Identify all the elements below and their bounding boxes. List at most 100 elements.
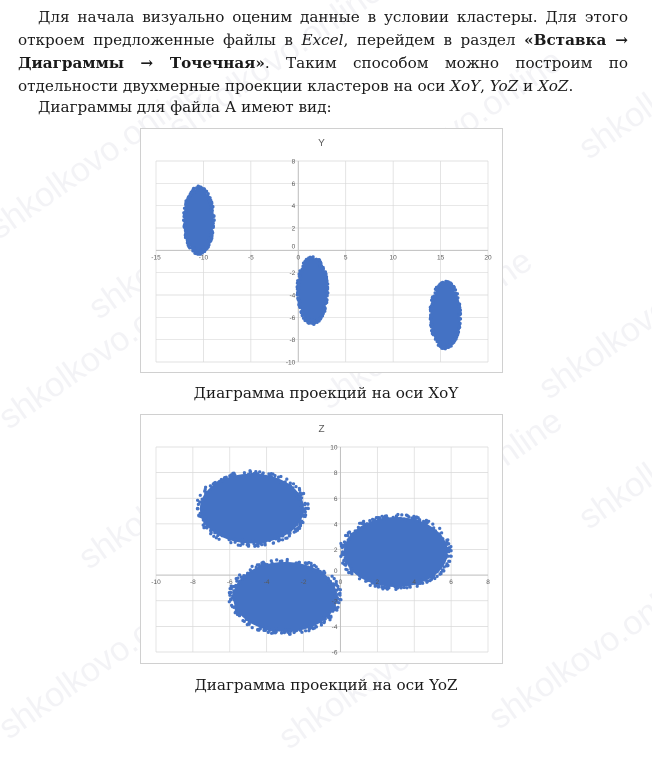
data-point	[447, 343, 451, 347]
data-point	[211, 221, 215, 225]
data-point	[232, 598, 237, 602]
data-point	[279, 534, 283, 538]
data-point	[229, 473, 233, 477]
data-point	[303, 510, 307, 514]
data-point	[321, 311, 325, 315]
data-point	[307, 561, 311, 565]
data-point	[323, 277, 327, 281]
data-point	[429, 313, 433, 317]
data-point	[263, 541, 267, 545]
data-point	[196, 185, 200, 189]
intro-text-3: , перейдем в раздел	[343, 31, 525, 49]
y-tick-label: 4	[334, 521, 338, 528]
data-point	[296, 279, 300, 283]
data-point	[400, 513, 404, 517]
data-point	[339, 598, 343, 602]
data-point	[238, 573, 242, 577]
x-tick-label: 15	[437, 254, 445, 261]
data-point	[323, 274, 327, 279]
data-point	[328, 618, 332, 622]
data-point	[431, 333, 435, 337]
data-point	[196, 506, 200, 510]
data-point	[274, 626, 278, 631]
data-point	[349, 564, 353, 568]
y-tick-label: 4	[292, 203, 296, 210]
data-point	[341, 561, 345, 565]
data-point	[441, 537, 445, 541]
data-point	[326, 612, 330, 616]
data-point	[445, 564, 450, 568]
data-point	[252, 542, 256, 546]
x-tick-label: -15	[151, 254, 161, 261]
data-point	[418, 581, 422, 585]
data-point	[299, 511, 303, 515]
data-point	[314, 565, 318, 569]
data-point	[335, 588, 339, 592]
data-point	[391, 515, 395, 519]
data-point	[236, 543, 240, 547]
data-point	[317, 570, 321, 574]
data-point	[213, 531, 217, 535]
y-tick-label: -6	[290, 315, 296, 322]
data-point	[210, 211, 214, 215]
data-point	[200, 189, 204, 193]
data-point	[232, 591, 236, 595]
data-point	[200, 515, 204, 519]
data-point	[431, 326, 435, 330]
data-point	[297, 560, 301, 564]
data-point	[337, 592, 341, 596]
data-point	[344, 533, 348, 538]
data-point	[323, 617, 327, 621]
data-point	[454, 295, 458, 299]
data-point	[328, 579, 332, 583]
data-point	[263, 474, 267, 479]
data-point	[410, 580, 414, 584]
data-point	[200, 497, 204, 501]
intro-text-5: проекции кластеров на оси	[224, 77, 451, 95]
data-point	[258, 627, 262, 631]
chart-xoy: Y -15 -10 -5 0 5 10 15 20 -10 -8 -6 -4 -2 2 4 6 8 0	[140, 128, 503, 373]
y-tick-label: 2	[334, 547, 338, 554]
data-point	[266, 630, 270, 634]
data-point	[442, 569, 446, 573]
data-point	[396, 512, 400, 517]
y-tick-label: 6	[292, 181, 296, 188]
menu-path-2: → Точечная»	[140, 54, 265, 72]
data-point	[269, 472, 273, 476]
data-point	[294, 485, 298, 489]
data-point	[344, 551, 348, 555]
data-point	[205, 526, 209, 530]
data-point	[364, 579, 368, 583]
data-point	[235, 579, 239, 583]
data-point	[315, 320, 319, 324]
excel-word: Excel	[301, 31, 344, 49]
data-point	[455, 299, 459, 303]
data-point	[239, 607, 243, 611]
data-point	[256, 544, 260, 548]
data-point	[228, 476, 233, 480]
data-point	[203, 515, 207, 520]
data-point	[449, 545, 453, 549]
data-point	[303, 314, 307, 318]
data-point	[431, 530, 435, 534]
data-point	[341, 544, 345, 548]
data-point	[268, 563, 272, 567]
data-point	[359, 521, 363, 525]
x-tick-label: 6	[449, 579, 453, 586]
data-point	[316, 567, 320, 571]
data-point	[311, 318, 315, 322]
intro-text-1: Для начала визуально оценим данные в усл…	[18, 8, 628, 49]
data-point	[267, 538, 272, 543]
data-point	[205, 243, 209, 247]
data-point	[306, 502, 310, 506]
data-point	[291, 526, 295, 530]
data-point	[331, 582, 335, 586]
data-point	[331, 604, 335, 608]
data-point	[415, 584, 419, 588]
data-point	[406, 518, 410, 522]
data-point	[211, 225, 215, 229]
data-point	[233, 476, 238, 480]
data-point	[300, 630, 304, 634]
data-point	[346, 531, 350, 535]
data-point	[201, 523, 205, 527]
